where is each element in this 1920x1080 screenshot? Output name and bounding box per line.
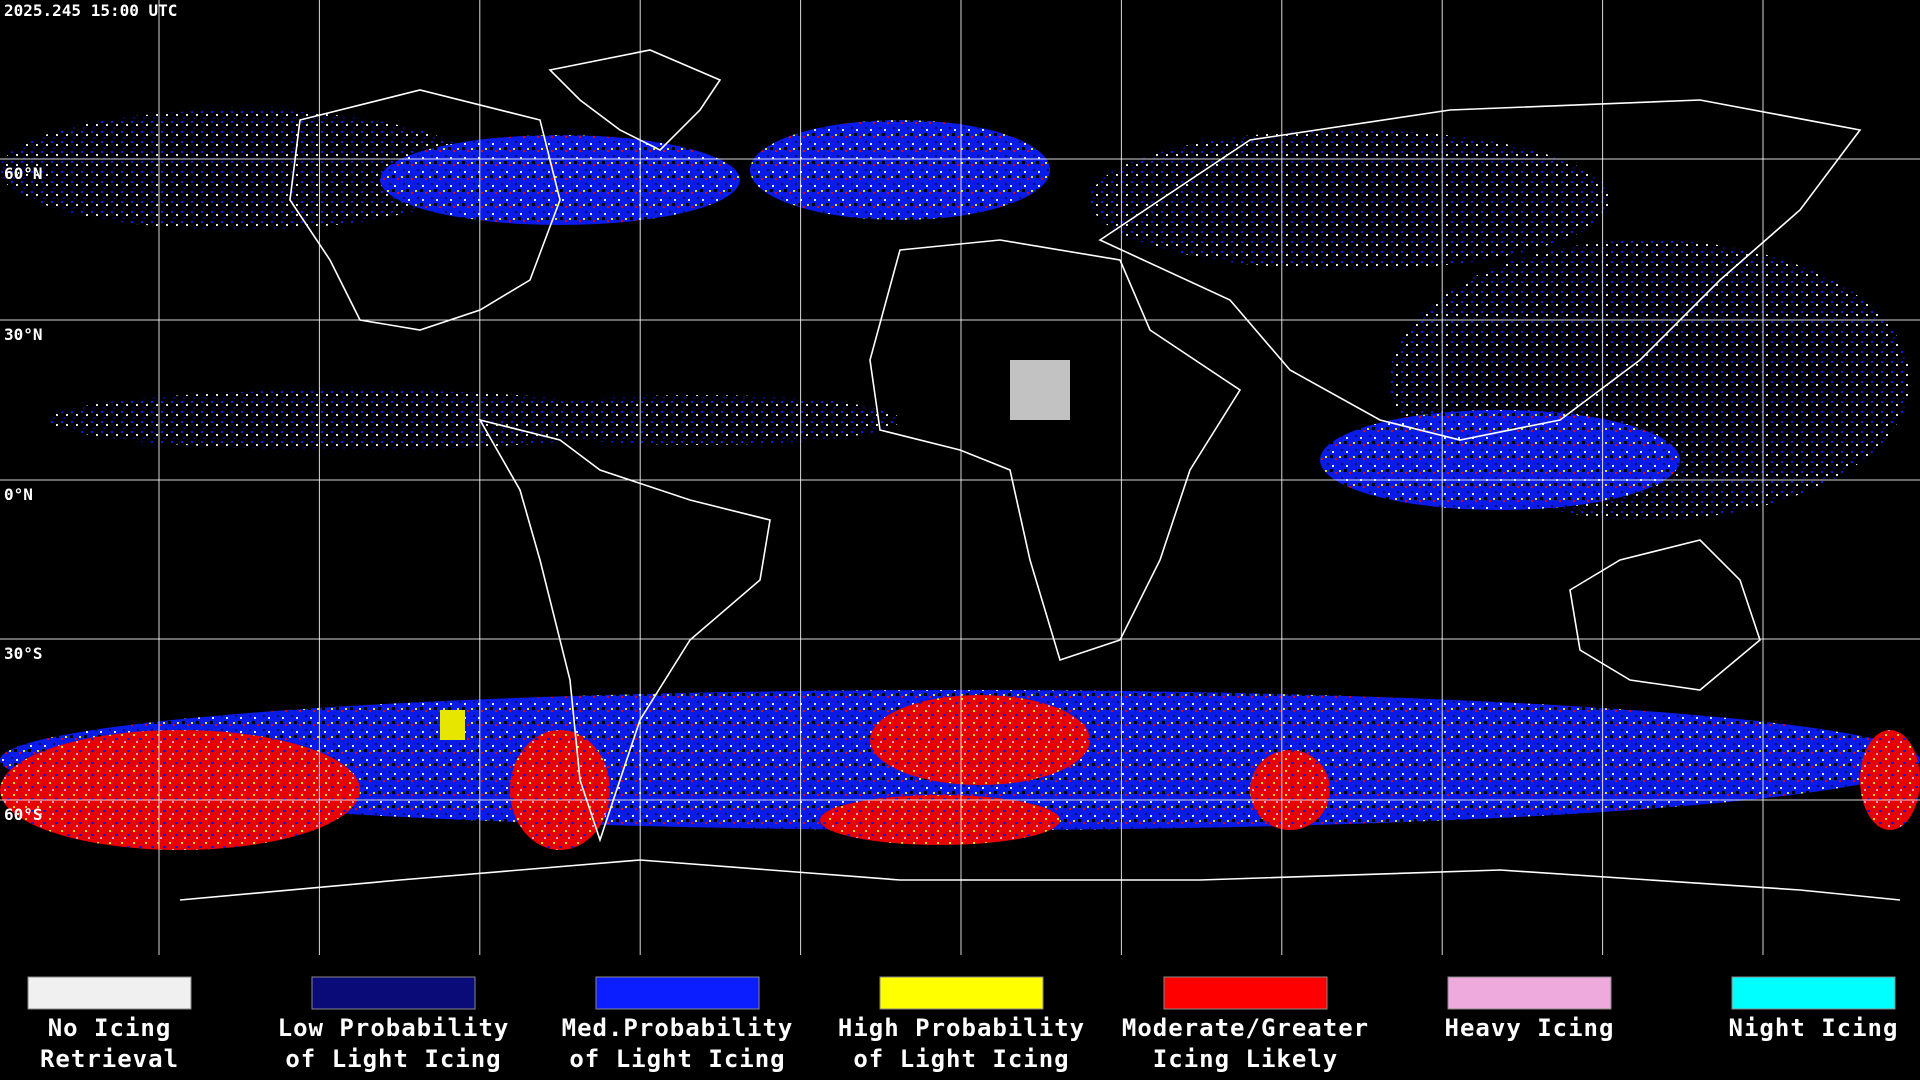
legend-swatch xyxy=(595,976,760,1010)
legend-label: of Light Icing xyxy=(285,1045,501,1073)
legend-swatch xyxy=(311,976,476,1010)
latitude-labels: 60°N 30°N 0°N 30°S 60°S xyxy=(4,164,43,824)
latitude-label: 0°N xyxy=(4,485,33,504)
legend: No Icing Retrieval Low Probability of Light… xyxy=(27,976,1899,1073)
legend-label: Low Probability xyxy=(278,1014,510,1042)
map: 60°N 30°N 0°N 30°S 60°S 2025.245 15:00 UTC xyxy=(0,0,1920,955)
legend-label: of Light Icing xyxy=(853,1045,1069,1073)
legend-label: No Icing xyxy=(48,1014,172,1042)
legend-label: Heavy Icing xyxy=(1445,1014,1615,1042)
legend-swatch xyxy=(879,976,1044,1010)
legend-label: Night Icing xyxy=(1729,1014,1899,1042)
legend-swatch xyxy=(27,976,192,1010)
graticule xyxy=(0,0,1920,955)
legend-label: Moderate/Greater xyxy=(1122,1014,1369,1042)
latitude-label: 60°S xyxy=(4,805,43,824)
legend-label: High Probability xyxy=(838,1014,1085,1042)
coastlines xyxy=(179,49,1901,901)
latitude-label: 60°N xyxy=(4,164,43,183)
legend-label: Icing Likely xyxy=(1153,1045,1338,1073)
latitude-label: 30°S xyxy=(4,644,43,663)
legend-swatch xyxy=(1731,976,1896,1010)
legend-label: Retrieval xyxy=(40,1045,179,1073)
legend-label: Med.Probability xyxy=(562,1014,794,1042)
legend-label: of Light Icing xyxy=(569,1045,785,1073)
timestamp: 2025.245 15:00 UTC xyxy=(4,1,177,20)
legend-swatch xyxy=(1163,976,1328,1010)
latitude-label: 30°N xyxy=(4,325,43,344)
legend-swatch xyxy=(1447,976,1612,1010)
